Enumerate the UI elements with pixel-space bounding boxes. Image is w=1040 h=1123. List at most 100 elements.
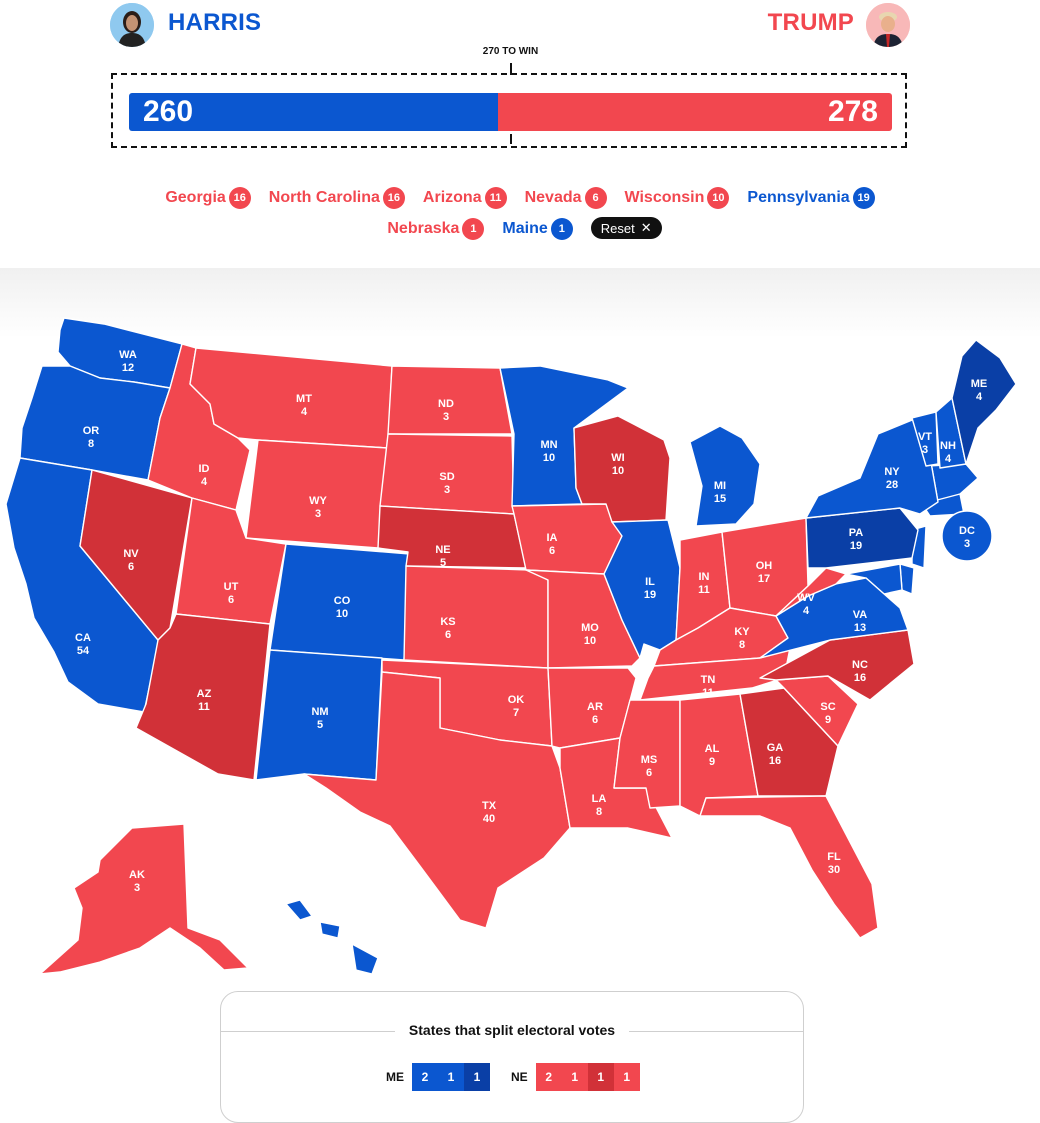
state-label-abbr: MS <box>641 754 658 766</box>
harris-name: HARRIS <box>168 9 262 36</box>
state-mi[interactable] <box>689 425 761 527</box>
me-split-box[interactable]: 1 <box>464 1063 490 1091</box>
state-label-abbr: IN <box>699 571 710 583</box>
state-toggle-name: Pennsylvania <box>747 189 850 206</box>
state-label-votes: 9 <box>825 714 831 726</box>
state-label-votes: 10 <box>584 635 596 647</box>
state-label-abbr: AL <box>705 743 720 755</box>
state-toggle-name: Arizona <box>422 189 482 206</box>
state-label-votes: 4 <box>301 406 308 418</box>
maryland-shape[interactable] <box>845 563 903 595</box>
harris-avatar <box>110 3 154 47</box>
state-dc-bubble[interactable] <box>941 510 993 562</box>
hawaii-island-shape[interactable] <box>285 899 313 921</box>
state-label-abbr: NE <box>435 544 450 556</box>
state-label-abbr: CA <box>75 632 91 644</box>
state-label-votes: 15 <box>714 493 726 505</box>
state-toggle-votes: 6 <box>584 187 607 209</box>
me-split-box[interactable]: 1 <box>438 1063 464 1091</box>
state-label-votes: 10 <box>612 465 624 477</box>
state-toggle-georgia[interactable]: Georgia 16 <box>165 187 251 209</box>
state-label-abbr: AR <box>587 701 603 713</box>
state-label-abbr: NV <box>123 548 139 560</box>
state-label-abbr: FL <box>827 851 841 863</box>
state-label-votes: 5 <box>440 557 446 569</box>
state-toggle-votes: 19 <box>852 187 875 209</box>
state-ks[interactable] <box>403 565 549 669</box>
state-label-abbr: WA <box>119 349 137 361</box>
state-toggle-wisconsin[interactable]: Wisconsin 10 <box>625 187 730 209</box>
trump-total: 278 <box>827 95 878 128</box>
state-label-abbr: ID <box>199 463 210 475</box>
win-threshold-tick-bottom <box>510 134 512 144</box>
electoral-bar: 260 278 <box>129 93 892 131</box>
state-toggle-name: Nebraska <box>387 219 460 237</box>
state-label-abbr: TN <box>701 674 716 686</box>
state-me[interactable] <box>951 339 1017 465</box>
maine-split-label: ME <box>386 1070 404 1084</box>
ne-split-box[interactable]: 1 <box>561 1063 588 1091</box>
state-ia[interactable] <box>511 503 623 575</box>
state-label-abbr: SC <box>820 701 835 713</box>
state-label-abbr: VA <box>853 609 868 621</box>
state-wy[interactable] <box>245 439 389 549</box>
state-label-votes: 6 <box>228 594 234 606</box>
state-label-votes: 4 <box>201 476 208 488</box>
win-threshold-tick <box>510 63 512 75</box>
electoral-bar-frame: 260 278 <box>111 73 907 148</box>
state-label-abbr: IL <box>645 576 655 588</box>
state-vt[interactable] <box>911 411 939 467</box>
state-nd[interactable] <box>387 365 513 435</box>
state-label-abbr: OK <box>508 694 525 706</box>
state-label-votes: 13 <box>854 622 866 634</box>
state-toggle-votes: 16 <box>382 187 405 209</box>
ne-split-box[interactable]: 2 <box>535 1063 562 1091</box>
state-fl[interactable] <box>699 795 879 939</box>
harris-total: 260 <box>143 95 194 128</box>
hawaii-island-shape[interactable] <box>319 921 341 939</box>
state-toggle-nevada[interactable]: Nevada 6 <box>525 187 607 209</box>
state-label-abbr: GA <box>767 742 784 754</box>
state-label-abbr: DC <box>959 525 975 537</box>
state-toggle-nebraska[interactable]: Nebraska 1 <box>387 217 485 240</box>
state-label-abbr: OR <box>83 425 100 437</box>
state-toggle-pennsylvania[interactable]: Pennsylvania 19 <box>747 187 875 209</box>
state-tx[interactable] <box>303 671 571 929</box>
state-toggle-name: Nevada <box>524 189 582 206</box>
harris-bar: 260 <box>129 93 498 131</box>
state-label-abbr: NM <box>311 706 328 718</box>
state-label-abbr: MN <box>540 439 557 451</box>
state-ak[interactable] <box>39 823 249 975</box>
state-az[interactable] <box>135 613 271 781</box>
state-label-abbr: KY <box>734 626 750 638</box>
win-threshold-label: 270 TO WIN <box>482 46 539 57</box>
state-toggle-north-carolina[interactable]: North Carolina 16 <box>269 187 405 209</box>
nebraska-split-label: NE <box>511 1070 528 1084</box>
state-toggle-name: Georgia <box>165 189 226 206</box>
state-toggle-arizona[interactable]: Arizona 11 <box>423 187 507 209</box>
reset-button[interactable]: Reset ✕ <box>590 217 662 239</box>
state-label-votes: 40 <box>483 813 495 825</box>
state-label-abbr: ND <box>438 398 454 410</box>
hawaii-big-island-shape[interactable] <box>351 943 379 975</box>
state-ga[interactable] <box>739 687 839 797</box>
me-split-box[interactable]: 2 <box>412 1063 438 1091</box>
state-label-abbr: AK <box>129 869 145 881</box>
state-label-votes: 3 <box>964 538 970 550</box>
state-label-abbr: CO <box>334 595 351 607</box>
ne-split-box[interactable]: 1 <box>587 1063 614 1091</box>
ne-split-box[interactable]: 1 <box>613 1063 640 1091</box>
state-label-votes: 30 <box>828 864 840 876</box>
state-label-abbr: WV <box>797 592 815 604</box>
state-label-abbr: NH <box>940 440 956 452</box>
state-label-votes: 8 <box>88 438 94 450</box>
state-il[interactable] <box>603 519 681 659</box>
state-label-abbr: LA <box>592 793 607 805</box>
reset-label: Reset <box>600 220 635 236</box>
state-ny[interactable] <box>805 415 939 519</box>
state-wv[interactable] <box>775 567 847 617</box>
state-label-abbr: MT <box>296 393 312 405</box>
state-toggle-maine[interactable]: Maine 1 <box>502 217 573 240</box>
state-toggle-row: Georgia 16 North Carolina 16 Arizona 11 Nevada… <box>0 187 1040 209</box>
state-label-abbr: MI <box>714 480 726 492</box>
